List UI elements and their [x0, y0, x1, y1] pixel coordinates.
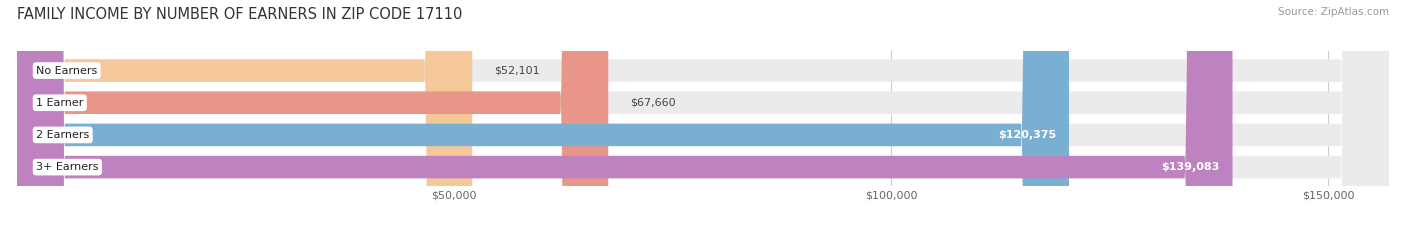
FancyBboxPatch shape	[17, 0, 1389, 233]
FancyBboxPatch shape	[17, 0, 1233, 233]
Text: $67,660: $67,660	[630, 98, 676, 108]
Text: 2 Earners: 2 Earners	[37, 130, 90, 140]
Text: $120,375: $120,375	[998, 130, 1056, 140]
FancyBboxPatch shape	[17, 0, 1389, 233]
FancyBboxPatch shape	[17, 0, 1389, 233]
FancyBboxPatch shape	[17, 0, 609, 233]
Text: Source: ZipAtlas.com: Source: ZipAtlas.com	[1278, 7, 1389, 17]
Text: No Earners: No Earners	[37, 65, 97, 75]
Text: 1 Earner: 1 Earner	[37, 98, 83, 108]
FancyBboxPatch shape	[17, 0, 1389, 233]
FancyBboxPatch shape	[17, 0, 472, 233]
Text: $52,101: $52,101	[494, 65, 540, 75]
Text: $139,083: $139,083	[1161, 162, 1219, 172]
Text: 3+ Earners: 3+ Earners	[37, 162, 98, 172]
Text: FAMILY INCOME BY NUMBER OF EARNERS IN ZIP CODE 17110: FAMILY INCOME BY NUMBER OF EARNERS IN ZI…	[17, 7, 463, 22]
FancyBboxPatch shape	[17, 0, 1069, 233]
